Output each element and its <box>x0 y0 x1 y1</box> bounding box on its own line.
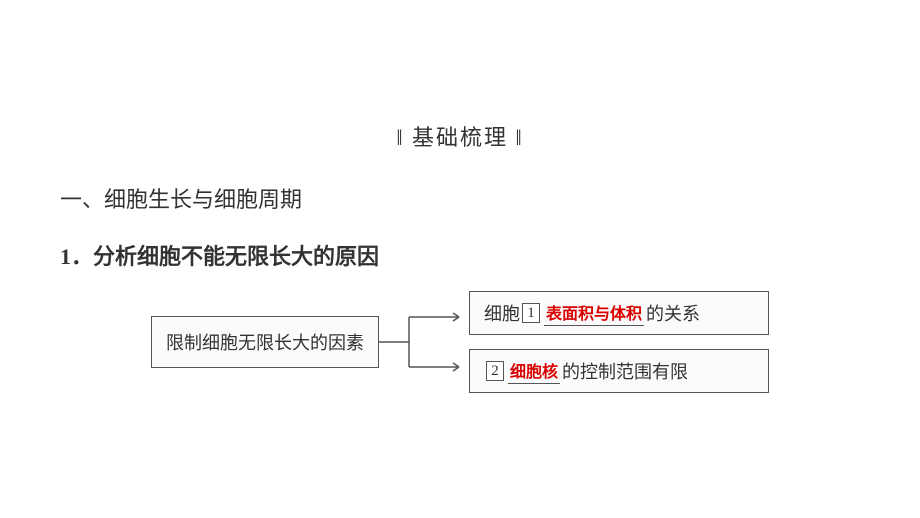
left-factor-box: 限制细胞无限长大的因素 <box>151 316 379 368</box>
bottom-post-text: 的控制范围有限 <box>562 358 688 384</box>
top-post-text: 的关系 <box>646 300 700 326</box>
right-column: 细胞 1 表面积与体积 的关系 2 细胞核 的控制范围有限 <box>469 291 769 393</box>
section-title: 一、细胞生长与细胞周期 <box>60 182 860 214</box>
concept-diagram: 限制细胞无限长大的因素 细胞 1 表面积与体积 的关系 2 细胞核 的控制范 <box>60 291 860 393</box>
num-box-2: 2 <box>486 361 504 381</box>
bottom-relation-box: 2 细胞核 的控制范围有限 <box>469 349 769 393</box>
top-relation-box: 细胞 1 表面积与体积 的关系 <box>469 291 769 335</box>
sub-title: 1．分析细胞不能无限长大的原因 <box>60 239 860 271</box>
connector <box>379 292 469 392</box>
header-title: ‖ 基础梳理 ‖ <box>60 120 860 152</box>
top-pre-text: 细胞 <box>484 300 520 326</box>
fill-blank-2: 细胞核 <box>508 358 560 384</box>
num-box-1: 1 <box>522 303 540 323</box>
fill-blank-1: 表面积与体积 <box>544 300 644 326</box>
